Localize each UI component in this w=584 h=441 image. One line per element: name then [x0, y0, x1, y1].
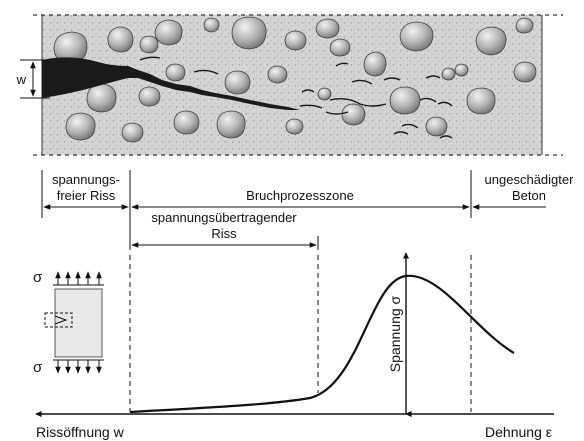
fracture-process-zone-label: Bruchprozesszone: [246, 188, 354, 203]
stress-transferring-crack-label-2: Riss: [211, 226, 237, 241]
inset-specimen-body: [54, 288, 103, 358]
tension-specimen-inset: σ σ: [33, 269, 104, 376]
sigma-top-label: σ: [33, 269, 43, 286]
microcracks: [139, 56, 453, 139]
stress-free-crack-label-2: freier Riss: [57, 188, 116, 203]
crack-opening-label: Rissöffnung w: [36, 424, 125, 440]
zone-annotations: spannungs- freier Riss Bruchprozesszone …: [41, 170, 575, 250]
crack-width-label: w: [16, 72, 27, 87]
strain-label: Dehnung ε: [485, 424, 552, 440]
crack-width-dimension: w: [16, 59, 50, 99]
stress-axis-label: Spannung σ: [387, 295, 403, 372]
sigma-bottom-label: σ: [33, 359, 43, 376]
inset-notch-crack: [54, 315, 68, 325]
stress-curve: [129, 274, 515, 414]
stress-free-crack: [42, 57, 300, 110]
aggregate-grains: [53, 16, 537, 143]
concrete-specimen: w: [16, 14, 563, 156]
undamaged-concrete-label-2: Beton: [512, 188, 546, 203]
stress-distribution-graph: Spannung σ Rissöffnung w Dehnung ε: [35, 252, 554, 440]
undamaged-concrete-label-1: ungeschädigter: [485, 172, 575, 187]
stress-free-crack-label-1: spannungs-: [52, 172, 120, 187]
stress-transferring-crack-label-1: spannungsübertragender: [151, 210, 297, 225]
inset-crack-window: [44, 312, 73, 328]
